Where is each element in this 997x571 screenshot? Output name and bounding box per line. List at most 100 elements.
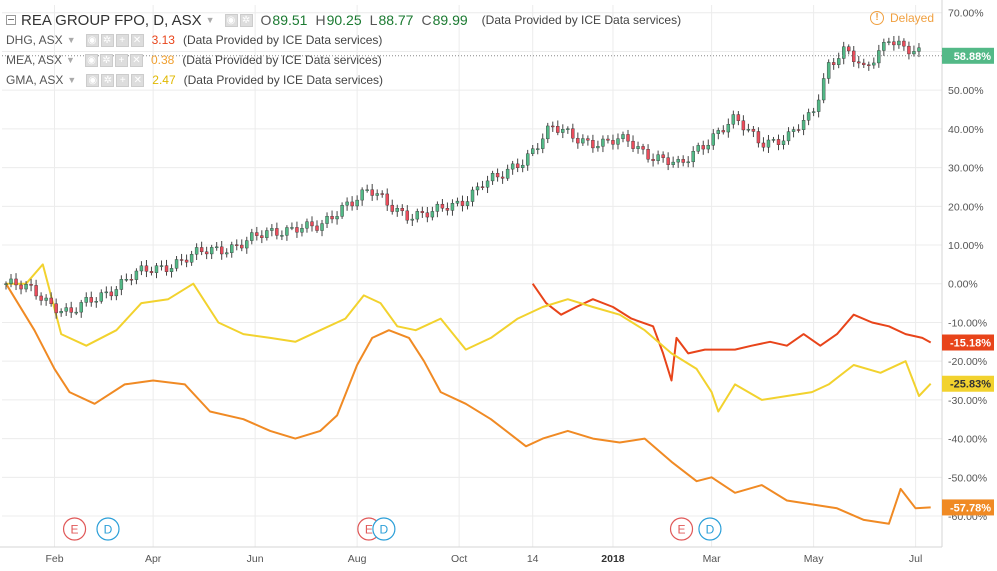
series-line-gma (6, 263, 932, 413)
candle-body (641, 146, 645, 150)
candle-body (546, 125, 550, 140)
legend-buttons: ◉ ✲ (224, 13, 255, 27)
legend-buttons: ◉ ✲ + ✕ (85, 33, 146, 47)
candle-body (696, 145, 700, 152)
candle-body (771, 139, 776, 141)
candle-body (686, 161, 690, 164)
candle-body (355, 199, 359, 207)
candlestick-series (4, 35, 921, 319)
candle-body (480, 186, 485, 188)
visibility-icon[interactable]: ◉ (86, 73, 100, 87)
close-icon[interactable]: ✕ (131, 73, 145, 87)
y-tick-label: -50.00% (948, 472, 987, 484)
event-marker-earnings (669, 517, 694, 541)
candle-body (425, 212, 430, 218)
candle-body (902, 40, 906, 47)
candle-body (435, 203, 440, 212)
event-marker-dividend (372, 517, 396, 541)
event-marker-label: D (706, 523, 715, 537)
candle-body (360, 189, 364, 201)
close-icon[interactable]: ✕ (130, 33, 144, 47)
close-icon[interactable]: ✕ (129, 53, 143, 67)
legend-main-row[interactable]: REA GROUP FPO, D, ASX ▼ ◉ ✲ O89.51 H90.2… (6, 10, 681, 30)
series-line-dhg (531, 283, 932, 382)
candle-body (751, 129, 756, 132)
x-tick-label: Jul (909, 553, 922, 565)
candle-body (119, 279, 124, 290)
add-icon[interactable]: + (116, 73, 130, 87)
event-marker-earnings (62, 517, 87, 541)
chevron-down-icon[interactable]: ▼ (205, 15, 215, 25)
legend-row-dhg[interactable]: DHG, ASX ▼ ◉ ✲ + ✕ 3.13 (Data Provided b… (6, 30, 681, 50)
candle-body (270, 228, 274, 231)
candle-body (601, 138, 605, 147)
candle-body (49, 297, 53, 304)
candle-body (194, 247, 199, 255)
x-tick-label: 2018 (601, 553, 625, 565)
ohlc-high: H90.25 (315, 12, 362, 28)
visibility-icon[interactable]: ◉ (85, 33, 99, 47)
candle-body (520, 164, 525, 168)
legend-series-provider: (Data Provided by ICE Data services) (183, 73, 384, 87)
legend-series-title: GMA, ASX (6, 73, 64, 87)
candle-body (681, 159, 685, 163)
candle-body (184, 259, 189, 263)
candle-body (44, 297, 48, 301)
candle-body (596, 146, 600, 149)
candle-body (566, 128, 570, 130)
candle-body (806, 112, 811, 121)
candle-body (109, 291, 114, 297)
y-tick-label: 70.00% (948, 8, 984, 20)
candle-body (255, 232, 259, 236)
candle-body (796, 129, 801, 131)
candle-body (139, 265, 144, 272)
candle-body (104, 291, 109, 294)
candle-body (375, 193, 379, 196)
visibility-icon[interactable]: ◉ (224, 13, 238, 27)
candle-body (225, 252, 229, 255)
candle-body (831, 62, 836, 65)
collapse-icon[interactable] (6, 15, 16, 25)
gear-icon[interactable]: ✲ (239, 13, 253, 27)
delayed-indicator[interactable]: ! Delayed (870, 11, 934, 25)
candle-body (89, 297, 93, 303)
legend-row-mea[interactable]: MEA, ASX ▼ ◉ ✲ + ✕ 0.38 (Data Provided b… (6, 50, 681, 70)
candle-body (676, 159, 680, 163)
last-value-label: -25.83% (950, 379, 991, 391)
candle-body (781, 140, 786, 145)
candle-body (721, 130, 726, 133)
gear-icon[interactable]: ✲ (99, 53, 113, 67)
chevron-down-icon[interactable]: ▼ (66, 55, 75, 65)
legend-series-title: MEA, ASX (6, 53, 63, 67)
candle-body (460, 200, 465, 206)
legend-row-gma[interactable]: GMA, ASX ▼ ◉ ✲ + ✕ 2.47 (Data Provided b… (6, 70, 681, 90)
last-value-badge (942, 375, 994, 392)
last-value-label: 58.88% (954, 51, 992, 63)
candle-body (154, 265, 159, 273)
visibility-icon[interactable]: ◉ (84, 53, 98, 67)
chevron-down-icon[interactable]: ▼ (67, 75, 77, 85)
candle-body (470, 189, 475, 202)
candle-body (310, 221, 314, 227)
chevron-down-icon[interactable]: ▼ (66, 35, 76, 45)
legend-series-value: 2.47 (152, 73, 176, 87)
candle-body (265, 230, 269, 238)
candle-body (455, 200, 460, 204)
candle-body (430, 211, 435, 218)
gear-icon[interactable]: ✲ (100, 33, 114, 47)
candle-body (74, 311, 78, 314)
candle-body (129, 279, 134, 281)
candle-body (556, 126, 560, 133)
candle-body (536, 148, 540, 150)
candle-body (134, 270, 139, 280)
candle-body (450, 203, 455, 211)
candle-body (335, 216, 339, 220)
candle-body (315, 225, 319, 231)
add-icon[interactable]: + (115, 33, 129, 47)
candle-body (646, 149, 650, 160)
add-icon[interactable]: + (114, 53, 128, 67)
candle-body (847, 46, 851, 52)
gear-icon[interactable]: ✲ (101, 73, 115, 87)
candle-body (114, 289, 119, 297)
